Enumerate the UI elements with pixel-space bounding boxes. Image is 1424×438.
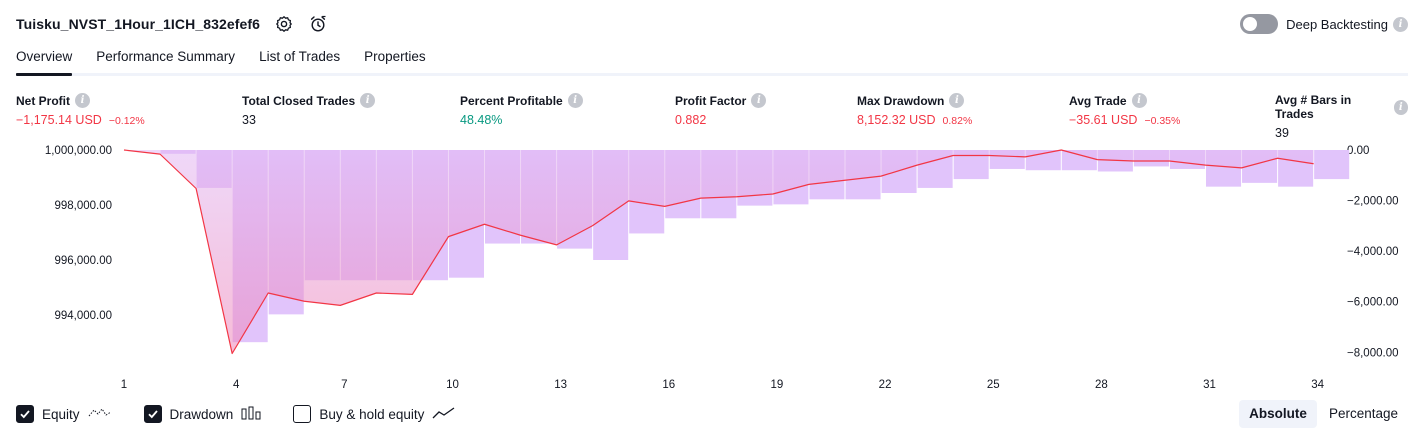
info-icon[interactable]: i (75, 93, 90, 108)
tab-overview[interactable]: Overview (16, 46, 73, 76)
x-axis: 1 4 7 10 13 16 19 22 25 28 31 34 (121, 379, 1325, 391)
left-tick-label: 1,000,000.00 (45, 145, 112, 157)
metric-label: Total Closed Trades (242, 93, 356, 108)
metric-value: −1,175.14 USD (16, 113, 102, 127)
equity-area (124, 150, 1314, 354)
tab-properties[interactable]: Properties (364, 49, 426, 64)
metric-value: 33 (242, 113, 256, 127)
legend-label: Equity (42, 406, 80, 422)
right-tick-label: −8,000.00 (1347, 347, 1398, 359)
tabs-divider (16, 73, 1408, 76)
right-tick-label: 0.00 (1347, 145, 1369, 157)
metric-avg-trade: Avg Trade i −35.61 USD −0.35% (1069, 93, 1180, 127)
info-icon[interactable]: i (567, 93, 583, 108)
drawdown-checkbox[interactable] (143, 405, 162, 423)
metric-sub: 0.82% (942, 115, 973, 127)
x-tick-label: 19 (771, 379, 784, 391)
info-icon[interactable]: i (360, 93, 376, 108)
equity-line-series (123, 149, 1314, 355)
tab-list-of-trades[interactable]: List of Trades (259, 49, 341, 64)
settings-gear-icon[interactable] (274, 14, 294, 34)
deep-backtesting-label: Deep Backtesting (1286, 16, 1388, 32)
metric-value: 0.882 (675, 113, 707, 127)
x-tick-label: 1 (121, 379, 127, 391)
x-tick-label: 34 (1311, 379, 1324, 391)
metric-sub: −0.12% (108, 115, 145, 127)
metric-label: Profit Factor (675, 93, 747, 108)
right-axis: 0.00 −2,000.00 −4,000.00 −6,000.00 −8,000.00 (1347, 145, 1398, 359)
percentage-button[interactable]: Percentage (1328, 406, 1398, 421)
right-tick-label: −6,000.00 (1347, 297, 1398, 309)
tab-performance-summary[interactable]: Performance Summary (96, 49, 236, 64)
x-tick-label: 28 (1095, 379, 1108, 391)
metric-label: Avg Trade (1069, 93, 1127, 108)
strategy-title: Tuisku_NVST_1Hour_1ICH_832efef6 (16, 16, 261, 32)
metrics-row: Net Profit i −1,175.14 USD −0.12% Total Cl… (16, 93, 1408, 140)
toggle-knob (1243, 17, 1258, 31)
metric-total-closed-trades: Total Closed Trades i 33 (242, 93, 376, 127)
right-tick-label: −4,000.00 (1347, 246, 1398, 258)
legend-drawdown[interactable]: Drawdown (143, 405, 262, 423)
buy-hold-checkbox[interactable] (293, 405, 312, 423)
absolute-button[interactable]: Absolute (1239, 400, 1317, 428)
metric-value: 8,152.32 USD (857, 113, 936, 127)
info-icon[interactable]: i (1393, 16, 1408, 32)
metric-net-profit: Net Profit i −1,175.14 USD −0.12% (16, 93, 145, 127)
equity-line (123, 149, 1314, 355)
left-axis: 1,000,000.00 998,000.00 996,000.00 994,000.… (45, 145, 112, 322)
info-icon[interactable]: i (751, 93, 767, 108)
strategy-header: Tuisku_NVST_1Hour_1ICH_832efef6 (16, 13, 328, 35)
metric-percent-profitable: Percent Profitable i 48.48% (460, 93, 583, 127)
buy-hold-line-icon (432, 406, 456, 423)
info-icon[interactable]: i (949, 93, 965, 108)
deep-backtesting-toggle[interactable] (1240, 14, 1279, 34)
metric-max-drawdown: Max Drawdown i 8,152.32 USD 0.82% (857, 93, 972, 127)
chart-legend: Equity Drawdown Buy & hold equity (16, 403, 488, 425)
x-tick-label: 7 (341, 379, 347, 391)
right-tick-label: −2,000.00 (1347, 196, 1398, 208)
x-tick-label: 16 (662, 379, 675, 391)
metric-profit-factor: Profit Factor i 0.882 (675, 93, 767, 127)
x-tick-label: 25 (987, 379, 1000, 391)
alarm-clock-icon[interactable] (308, 14, 328, 34)
legend-label: Drawdown (169, 406, 234, 422)
metric-value: −35.61 USD (1069, 113, 1138, 127)
legend-equity[interactable]: Equity (16, 405, 112, 423)
x-tick-label: 4 (233, 379, 240, 391)
metric-sub: −0.35% (1144, 115, 1181, 127)
equity-checkbox[interactable] (16, 405, 34, 423)
metric-label: Net Profit (16, 93, 70, 108)
info-icon[interactable]: i (1131, 93, 1147, 108)
equity-drawdown-chart[interactable]: 1,000,000.00 998,000.00 996,000.00 994,000.… (0, 138, 1424, 398)
x-tick-label: 31 (1203, 379, 1216, 391)
x-tick-label: 13 (554, 379, 567, 391)
legend-label: Buy & hold equity (319, 406, 425, 422)
equity-area-fill (124, 150, 1314, 354)
deep-backtesting: Deep Backtesting i (1240, 13, 1408, 35)
left-tick-label: 998,000.00 (54, 200, 112, 212)
drawdown-bars-icon (241, 406, 261, 423)
x-tick-label: 22 (879, 379, 892, 391)
equity-line-icon (88, 406, 112, 423)
metric-label: Percent Profitable (460, 93, 563, 108)
x-tick-label: 10 (446, 379, 459, 391)
tab-bar: Overview Performance Summary List of Tra… (16, 46, 450, 76)
left-tick-label: 996,000.00 (54, 255, 112, 267)
left-tick-label: 994,000.00 (54, 310, 112, 322)
info-icon[interactable]: i (1393, 99, 1408, 115)
metric-value: 48.48% (460, 113, 503, 127)
metric-avg-bars-in-trades: Avg # Bars in Trades i 39 (1275, 93, 1408, 140)
legend-buy-hold-equity[interactable]: Buy & hold equity (293, 405, 456, 423)
view-mode-toggle: Absolute Percentage (1237, 400, 1408, 428)
metric-label: Max Drawdown (857, 93, 945, 108)
metric-label: Avg # Bars in Trades (1275, 93, 1352, 121)
drawdown-bar (1314, 150, 1350, 180)
metric-value: 39 (1275, 126, 1289, 140)
